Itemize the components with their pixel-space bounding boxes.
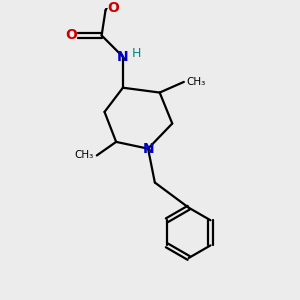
Text: CH₃: CH₃ xyxy=(75,150,94,161)
Text: N: N xyxy=(142,142,154,156)
Text: O: O xyxy=(66,28,78,43)
Text: O: O xyxy=(107,2,119,15)
Text: CH₃: CH₃ xyxy=(187,77,206,87)
Text: N: N xyxy=(117,50,129,64)
Text: H: H xyxy=(132,47,141,60)
